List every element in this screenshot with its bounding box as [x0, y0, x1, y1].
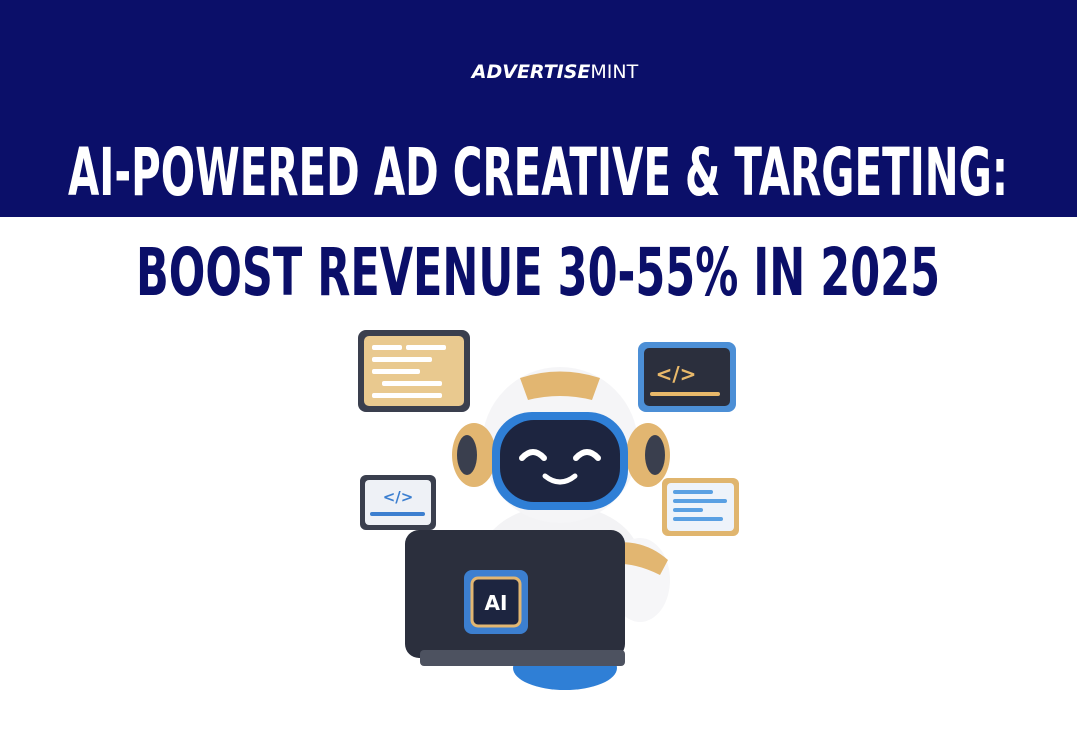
brand-light: MINT	[590, 61, 638, 83]
robot-visor	[500, 420, 620, 502]
robot-smile	[542, 473, 578, 485]
laptop-base	[420, 650, 625, 666]
panel-lines	[673, 490, 727, 521]
code-tag: </>	[656, 362, 697, 386]
title-line-1: AI-POWERED AD CREATIVE & TARGETING:	[68, 134, 1008, 211]
robot-head-stripe	[520, 371, 600, 400]
robot-eye	[573, 449, 601, 461]
robot-eye	[519, 449, 547, 461]
robot-ear-cap	[645, 435, 665, 475]
robot-ear-cap	[457, 435, 477, 475]
brand-logo: ADVERTISEMINT	[470, 61, 639, 83]
panel-lines	[372, 345, 446, 398]
title-line-2: BOOST REVENUE 30-55% IN 2025	[136, 234, 940, 311]
header-band	[0, 0, 1077, 217]
panel-line	[370, 512, 425, 516]
brand-bold: ADVERTISE	[470, 61, 591, 83]
panel-face	[644, 348, 730, 406]
panel-line	[650, 392, 720, 396]
ai-chip-label: AI	[485, 591, 508, 615]
code-tag: </>	[383, 488, 414, 506]
robot-illustration: </> </> AI	[358, 330, 739, 690]
ai-chip	[470, 576, 522, 628]
